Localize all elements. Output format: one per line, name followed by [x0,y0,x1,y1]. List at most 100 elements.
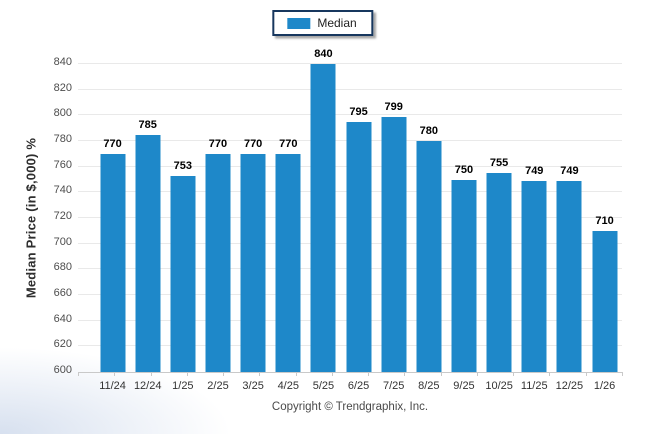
bar [100,153,126,372]
x-tick-label: 6/25 [347,380,370,392]
bar-slot: 770 [200,64,235,372]
x-tick-label: 2/25 [207,380,229,392]
x-tick-mark [114,372,116,376]
bar [205,153,231,372]
gridline [78,114,622,116]
x-tick-label: 12/24 [133,380,162,392]
x-tick-label: 1/26 [593,380,616,392]
bar-value-label: 750 [454,163,474,176]
bar [416,141,442,372]
bar-value-label: 840 [314,48,333,60]
x-tick-label: 12/25 [555,380,584,392]
x-tick-label: 9/25 [453,380,475,392]
bar [451,179,477,372]
bar-value-label: 749 [560,164,579,177]
bar [346,121,372,372]
legend[interactable]: Median [272,10,374,36]
x-tick-mark [295,372,297,376]
y-tick-label: 840 [53,56,72,68]
x-tick-mark [331,372,333,376]
bar-value-label: 785 [138,118,157,131]
x-tick-label: 1/25 [172,380,194,392]
legend-swatch-icon [287,17,311,29]
bar-value-label: 799 [384,100,403,113]
x-tick-mark [622,372,623,376]
y-tick-label: 680 [53,261,72,274]
x-tick-mark [368,372,370,376]
bar-value-label: 753 [173,159,193,172]
bar-value-label: 755 [489,157,509,170]
bar-slot: 840 [306,49,341,372]
bar-slot: 750 [446,64,481,372]
bar-value-label: 795 [349,105,368,118]
x-tick-mark [585,372,587,376]
gridline [78,88,622,90]
bar [170,175,196,372]
bar [135,134,161,372]
bar-value-label: 710 [595,214,614,227]
bar-slot: 770 [95,64,130,372]
x-tick-mark [150,372,152,376]
bar-slot: 770 [236,64,271,372]
bar-value-label: 780 [419,125,439,137]
bar [240,153,266,372]
x-tick-mark [476,372,478,376]
legend-label: Median [317,16,357,30]
x-tick-label: 7/25 [382,380,405,392]
x-axis-labels: 11/24 12/24 1/25 2/25 3/25 4/25 5/25 6/25 7/25 8/… [95,381,622,392]
x-tick-label: 4/25 [277,380,299,392]
y-tick-label: 760 [53,158,72,171]
y-tick-label: 660 [53,287,72,299]
bar-value-label: 770 [243,137,263,150]
bar-slot: 755 [482,64,517,372]
y-tick-label: 820 [53,81,72,94]
bar [592,230,618,372]
bar-slot: 799 [376,64,411,372]
bar-slot: 749 [517,64,552,372]
x-tick-label: 10/25 [485,380,513,392]
bar-slot: 785 [130,64,165,372]
y-tick-label: 640 [53,312,72,325]
bar-slot: 780 [411,64,446,372]
y-tick-label: 780 [53,133,72,145]
bar [310,64,336,372]
x-tick-mark [259,372,261,376]
x-tick-mark [440,372,442,376]
bar-value-label: 770 [208,137,228,150]
x-tick-label: 5/25 [312,380,335,392]
bar [381,116,407,372]
gridline [78,63,622,64]
bar-slot: 749 [552,64,587,372]
bar-value-label: 770 [103,137,122,150]
bar-value-label: 749 [525,164,544,177]
bar-row: 770 785 753 770 770 770 840 795 799 780 750 755 749 7… [95,49,622,372]
x-tick-mark [186,372,188,376]
x-tick-label: 8/25 [418,380,440,392]
y-tick-label: 620 [53,338,72,351]
y-tick-label: 740 [53,184,72,197]
x-tick-mark [78,372,79,376]
bar-slot: 795 [341,64,376,372]
x-tick-mark [513,372,515,376]
x-tick-mark [404,372,406,376]
bar-slot: 753 [165,64,200,372]
x-tick-label: 3/25 [242,380,264,392]
bar [275,153,301,372]
bar-slot: 710 [587,64,622,372]
bar-value-label: 770 [279,137,298,150]
x-tick-label: 11/25 [520,380,548,392]
y-tick-label: 720 [53,210,72,222]
bar [556,180,582,372]
x-tick-mark [223,372,225,376]
plot-area: 600 620 640 660 680 700 720 740 760 780 800 820 840 … [54,49,623,392]
y-tick-label: 800 [53,107,72,120]
bar-slot: 770 [271,64,306,372]
x-tick-label: 11/24 [99,380,126,392]
footer-text: Copyright © Trendgraphix, Inc. [271,401,429,413]
y-tick-label: 700 [53,235,72,248]
bar [486,173,512,372]
x-tick-mark [549,372,551,376]
y-tick-label: 600 [53,364,72,376]
bar [521,180,547,372]
